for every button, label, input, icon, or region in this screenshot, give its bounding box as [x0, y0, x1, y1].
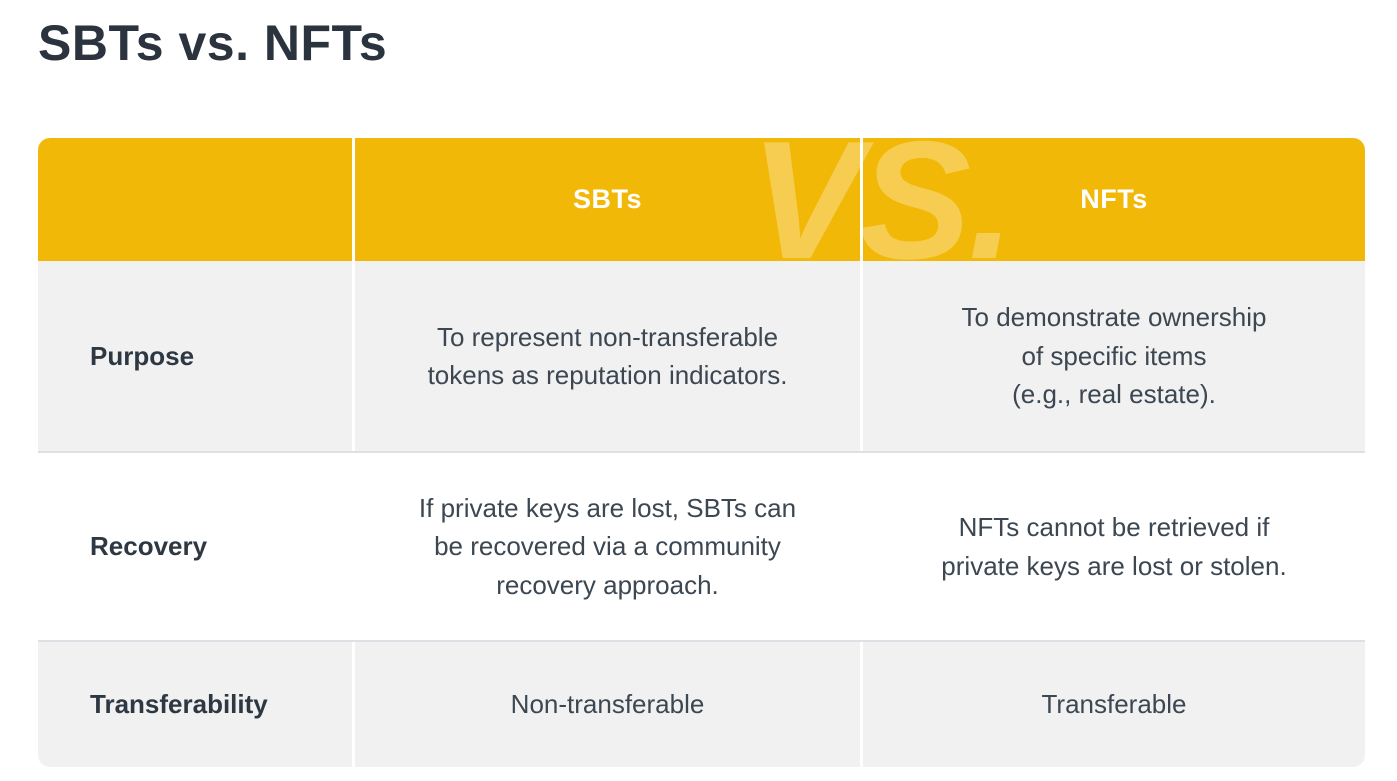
table-header-row: SBTs NFTs VS.: [38, 138, 1365, 284]
transferability-sbt-cell: Non-transferable: [352, 642, 860, 767]
recovery-nft-cell: NFTs cannot be retrieved if private keys…: [860, 453, 1365, 640]
comparison-table: SBTs NFTs VS. Purpose To represent non-t…: [38, 138, 1365, 767]
row-label: Recovery: [90, 531, 208, 562]
row-label: Transferability: [90, 689, 268, 720]
table-row-purpose: Purpose To represent non-transferable to…: [38, 261, 1365, 451]
purpose-nft-cell: To demonstrate ownership of specific ite…: [860, 261, 1365, 451]
transferability-nft-cell: Transferable: [860, 642, 1365, 767]
table-row-recovery: Recovery If private keys are lost, SBTs …: [38, 451, 1365, 640]
header-cell-empty: [38, 138, 352, 261]
recovery-sbt-cell: If private keys are lost, SBTs can be re…: [352, 453, 860, 640]
purpose-sbt-cell: To represent non-transferable tokens as …: [352, 261, 860, 451]
row-label: Purpose: [90, 340, 195, 371]
table-row-transferability: Transferability Non-transferable Transfe…: [38, 640, 1365, 767]
page-title: SBTs vs. NFTs: [38, 15, 388, 71]
header-cell-nfts: NFTs: [860, 138, 1365, 261]
header-cell-sbts: SBTs: [352, 138, 860, 261]
